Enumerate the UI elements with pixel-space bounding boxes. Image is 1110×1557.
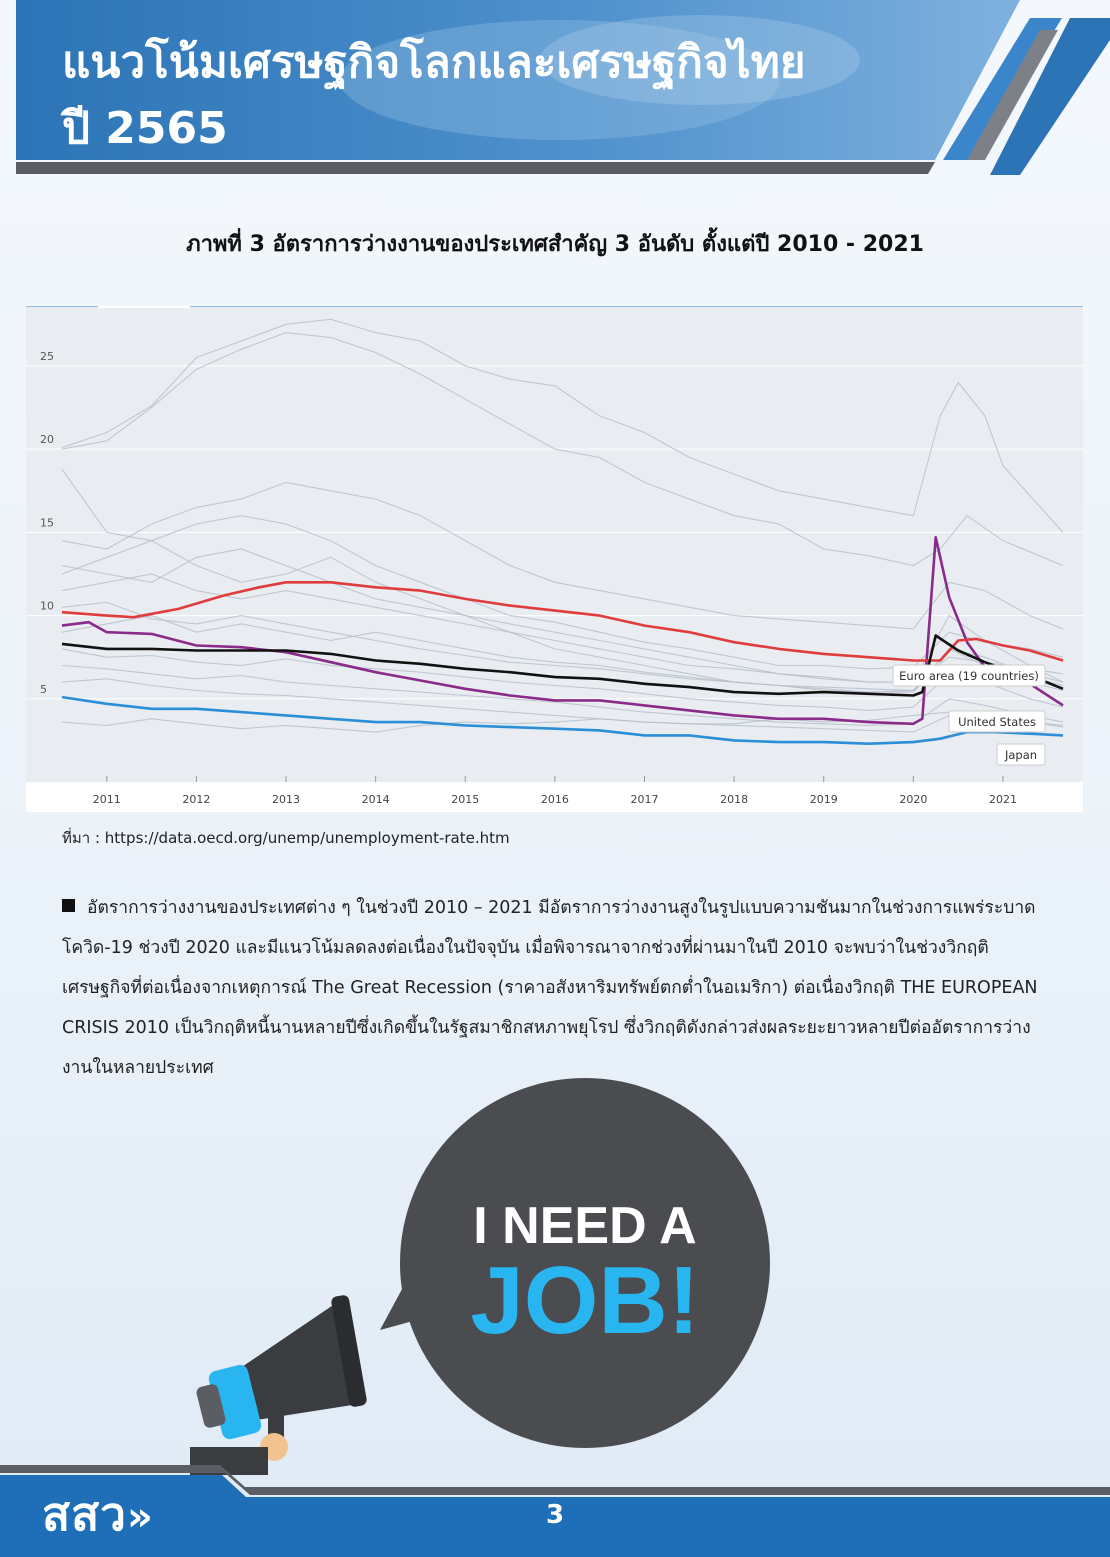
- series-line: [61, 634, 1064, 697]
- unemployment-chart: 5 10 15 20 25 2011 2012 2013 2014 2015 2016 2017 201…: [26, 306, 1083, 812]
- y-tick-label: 5: [40, 683, 47, 696]
- background-series-line: [61, 711, 1064, 733]
- footer-logo: สสว»: [42, 1478, 154, 1551]
- megaphone-icon: [190, 1295, 367, 1475]
- series-label: Japan: [1004, 748, 1037, 762]
- y-tick-label: 25: [40, 350, 54, 363]
- body-paragraph: อัตราการว่างงานของประเทศต่าง ๆ ในช่วงปี …: [62, 888, 1052, 1088]
- y-tick-label: 15: [40, 516, 54, 529]
- x-tick-label: 2016: [541, 793, 569, 806]
- page-title: แนวโน้มเศรษฐกิจโลกและเศรษฐกิจไทย ปี 2565: [62, 30, 806, 162]
- background-series-line: [61, 481, 1064, 630]
- series-line: [61, 536, 1064, 726]
- logo-text: สสว: [42, 1487, 127, 1541]
- speech-bubble-icon: [400, 1078, 770, 1448]
- title-line-1: แนวโน้มเศรษฐกิจโลกและเศรษฐกิจไทย: [62, 37, 806, 88]
- series-line: [61, 695, 1064, 745]
- series-label: Euro area (19 countries): [899, 669, 1039, 683]
- paragraph-text: อัตราการว่างงานของประเทศต่าง ๆ ในช่วงปี …: [62, 898, 1038, 1078]
- title-line-2: ปี 2565: [62, 103, 228, 154]
- logo-chevron-icon: »: [126, 1494, 154, 1540]
- footer-bar: [0, 1465, 1110, 1557]
- bubble-text-line1: I NEED A: [473, 1197, 696, 1255]
- background-series-line: [61, 648, 1064, 711]
- series-label-box: [948, 710, 1046, 733]
- page-number: 3: [545, 1500, 565, 1530]
- x-tick-label: 2014: [362, 793, 390, 806]
- x-tick-label: 2021: [989, 793, 1017, 806]
- x-tick-label: 2013: [272, 793, 300, 806]
- figure-source: ที่มา : https://data.oecd.org/unemp/unem…: [62, 829, 510, 847]
- header-banner: [16, 0, 1110, 175]
- background-series-line: [61, 678, 1064, 733]
- chart-top-tab: [98, 306, 190, 308]
- bubble-text-line2: JOB!: [470, 1247, 699, 1354]
- x-tick-label: 2018: [720, 793, 748, 806]
- background-series-line: [61, 318, 1064, 533]
- background-series-line: [61, 332, 1064, 567]
- figure-title: ภาพที่ 3 อัตราการว่างงานของประเทศสำคัญ 3…: [186, 232, 924, 257]
- x-tick-label: 2020: [899, 793, 927, 806]
- x-tick-label: 2012: [182, 793, 210, 806]
- x-tick-label: 2019: [810, 793, 838, 806]
- megaphone-illustration: I NEED A JOB!: [190, 1078, 770, 1475]
- y-tick-label: 20: [40, 433, 54, 446]
- series-label-box: [996, 743, 1046, 766]
- bullet-icon: [62, 899, 75, 912]
- plot-area: [26, 306, 1083, 782]
- series-label: United States: [958, 715, 1036, 729]
- x-tick-label: 2017: [630, 793, 658, 806]
- y-tick-label: 10: [40, 600, 54, 613]
- x-tick-label: 2011: [93, 793, 121, 806]
- series-label-box: [892, 664, 1046, 687]
- x-tick-label: 2015: [451, 793, 479, 806]
